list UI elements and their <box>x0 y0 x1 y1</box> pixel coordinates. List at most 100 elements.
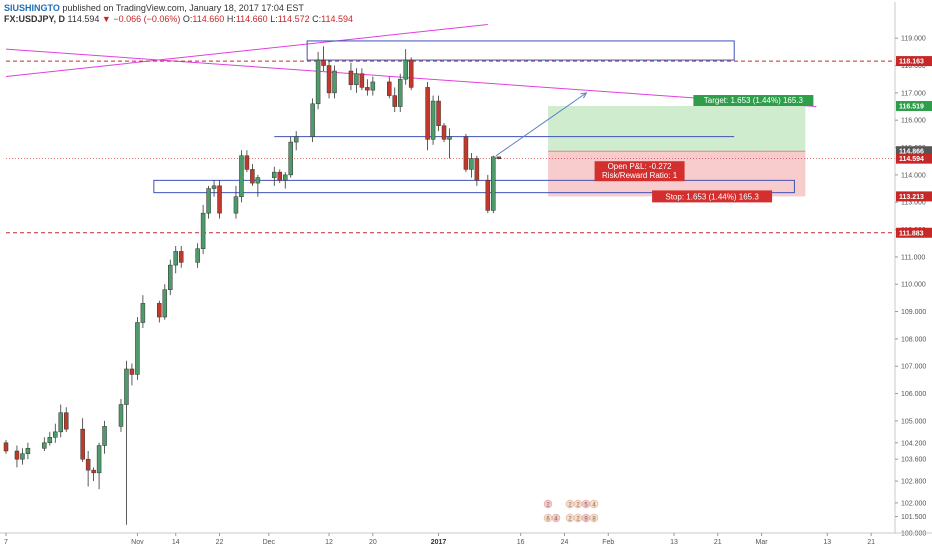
candle-body <box>102 426 107 446</box>
candle-body <box>47 437 53 444</box>
price-tag-label: 118.163 <box>899 59 924 66</box>
candle-body <box>25 448 31 454</box>
price-change: ▼ −0.066 (−0.06%) <box>101 14 181 24</box>
candle <box>42 437 47 451</box>
candle <box>354 68 359 93</box>
candle <box>96 442 102 490</box>
candle-body <box>168 264 173 290</box>
price-tick-label: 116.000 <box>901 118 926 125</box>
candle-body <box>118 404 124 427</box>
candle <box>47 431 53 446</box>
candle-body <box>447 136 452 140</box>
time-tick-label: Nov <box>131 539 144 546</box>
price-tag-label: 113.213 <box>899 194 924 201</box>
candle <box>436 95 441 132</box>
candle <box>403 49 408 85</box>
candle-body <box>397 78 403 107</box>
candle <box>430 95 436 145</box>
price-tick-label: 102.000 <box>901 500 926 507</box>
candle-body <box>58 412 64 433</box>
candle-body <box>403 59 408 80</box>
candle-body <box>129 368 135 375</box>
author-name[interactable]: SIUSHINGTO <box>4 3 60 13</box>
candle-body <box>425 87 430 140</box>
candle <box>425 81 430 151</box>
candle <box>20 448 25 465</box>
candle-body <box>491 156 496 211</box>
candle-body <box>282 174 288 181</box>
publish-line: SIUSHINGTO published on TradingView.com,… <box>4 3 304 13</box>
time-tick-label: Dec <box>263 539 276 546</box>
candle-body <box>20 453 25 460</box>
watermark-dot-icon <box>543 499 553 509</box>
watermark-digit: 6 <box>546 517 550 523</box>
high-value: 114.660 <box>235 14 268 24</box>
candle <box>359 68 365 91</box>
top-supply-box <box>306 40 735 61</box>
candle-body <box>200 212 206 249</box>
price-tick-label: 104.200 <box>901 440 926 447</box>
position-labels: Target: 1.653 (1.44%) 165.3 Open P&L: -0.… <box>594 95 814 203</box>
watermark-dot-icon <box>551 513 561 523</box>
candle <box>140 295 146 328</box>
candle <box>250 163 255 186</box>
candle-body <box>173 251 178 266</box>
price-tick-label: 100.900 <box>901 531 926 538</box>
candle-body <box>359 73 365 88</box>
candle <box>217 180 222 219</box>
time-tick-label: 24 <box>561 539 569 546</box>
open-value: 114.660 <box>192 14 225 24</box>
watermark-digit: 8 <box>592 517 596 523</box>
time-tick-label: 20 <box>369 539 377 546</box>
price-tag-box <box>896 56 932 67</box>
symbol-label[interactable]: FX:USDJPY, D <box>4 14 66 24</box>
candle <box>496 156 502 160</box>
candle <box>195 243 200 268</box>
ohlc-line: FX:USDJPY, D 114.594 ▼ −0.066 (−0.06%) O… <box>4 14 353 24</box>
price-tick-label: 113.000 <box>901 200 926 207</box>
watermark-digit: 4 <box>592 503 596 509</box>
candle-body <box>135 322 140 375</box>
watermark-digit: 4 <box>554 517 558 523</box>
candle <box>365 79 370 96</box>
low-value: 114.572 <box>277 14 310 24</box>
candle <box>315 51 321 110</box>
candle <box>277 169 283 184</box>
price-tag-label: 111.883 <box>899 230 924 237</box>
candle-body <box>3 442 9 452</box>
price-axis[interactable]: 119.000118.000117.000116.000115.000114.0… <box>894 2 932 538</box>
time-tick-label: 13 <box>670 539 678 546</box>
target-label: Target: 1.653 (1.44%) 165.3 <box>704 96 804 105</box>
stop-label: Stop: 1.653 (1.44%) 165.3 <box>665 192 759 201</box>
price-tick-label: 114.000 <box>901 172 926 179</box>
arrowhead-icon <box>580 92 588 99</box>
candle <box>397 73 403 113</box>
candle-body <box>178 251 184 263</box>
support-box <box>153 179 795 194</box>
time-axis[interactable]: 7 Nov 14 22 Dec 12 20 2017 16 24 Feb 13 21 Mar 13 21 <box>0 532 932 546</box>
candle-body <box>140 303 146 323</box>
candle-body <box>42 442 47 449</box>
candle <box>80 418 85 462</box>
watermark-dot-icon <box>589 499 599 509</box>
price-tag-box <box>896 146 932 157</box>
candle-body <box>162 289 168 318</box>
candle <box>135 317 140 380</box>
candle-body <box>496 156 502 160</box>
close-value: 114.594 <box>321 14 353 24</box>
candle-body <box>124 368 129 405</box>
candle <box>211 180 217 197</box>
candle-body <box>408 59 414 88</box>
price-tag-box <box>896 227 932 238</box>
time-tick-label: Feb <box>602 539 614 546</box>
watermark-digit: 9 <box>584 517 588 523</box>
candle-body <box>272 171 277 178</box>
candle <box>118 399 124 432</box>
candle-body <box>233 196 239 214</box>
target-label-box <box>693 95 814 107</box>
target-zone <box>548 106 806 152</box>
price-tag-box <box>896 101 932 112</box>
watermark-digit: 5 <box>584 503 588 509</box>
price-tick-label: 107.000 <box>901 364 926 371</box>
